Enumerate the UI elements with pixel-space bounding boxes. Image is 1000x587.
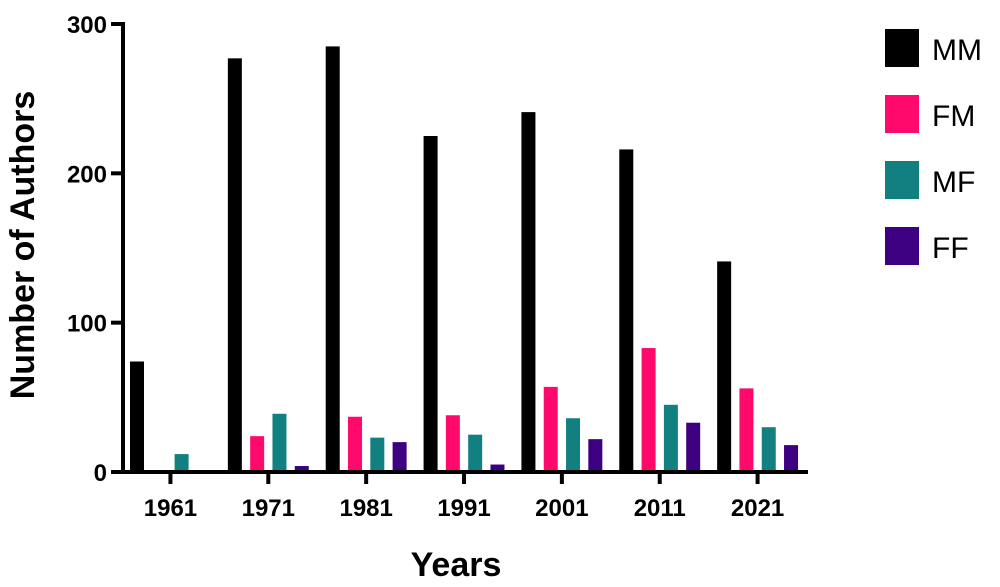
x-tick-label: 1991 — [437, 495, 490, 522]
legend-label-fm: FM — [932, 100, 975, 133]
bar-fm-1991 — [445, 415, 460, 472]
bar-ff-2001 — [588, 439, 603, 472]
legend-label-ff: FF — [932, 232, 969, 265]
bar-ff-1991 — [490, 464, 505, 472]
bar-fm-1981 — [348, 416, 363, 472]
y-tick-label: 200 — [67, 161, 107, 188]
bar-fm-2021 — [739, 388, 754, 472]
bar-mm-1981 — [325, 46, 340, 473]
bar-ff-1971 — [294, 466, 309, 472]
legend: MM FM MF FF — [885, 29, 982, 265]
bar-mm-1961 — [130, 361, 144, 472]
x-tick-label: 1981 — [339, 495, 392, 522]
legend-label-mm: MM — [932, 34, 982, 67]
y-axis-title: Number of Authors — [4, 91, 42, 400]
bar-mm-2021 — [717, 261, 732, 472]
bar-mf-1991 — [468, 434, 483, 472]
bar-ff-2021 — [784, 445, 799, 472]
y-axis-ticks: 0 100 200 300 — [67, 12, 123, 487]
legend-swatch-mm — [885, 29, 919, 67]
x-axis-title: Years — [411, 546, 502, 584]
bar-ff-1981 — [392, 442, 407, 472]
bar-mf-1971 — [272, 413, 287, 472]
legend-label-mf: MF — [932, 166, 975, 199]
bar-mm-1971 — [227, 58, 242, 472]
bar-mf-2021 — [761, 427, 776, 472]
bar-mf-1961 — [174, 454, 189, 472]
y-tick-label: 0 — [94, 460, 107, 487]
bar-mm-2011 — [619, 149, 634, 472]
bar-mf-2001 — [566, 418, 581, 472]
x-axis-ticks: 1961 1971 1981 1991 2001 2011 2021 — [144, 472, 784, 522]
legend-swatch-mf — [885, 161, 919, 199]
bar-fm-1971 — [250, 436, 265, 472]
x-tick-label: 2011 — [634, 495, 686, 522]
x-tick-label: 1961 — [144, 495, 197, 522]
legend-swatch-ff — [885, 227, 919, 265]
y-tick-label: 100 — [67, 311, 107, 338]
bar-mm-1991 — [423, 136, 438, 472]
bar-mm-2001 — [521, 112, 536, 473]
x-tick-label: 2021 — [731, 495, 784, 522]
x-tick-label: 2001 — [535, 495, 588, 522]
bar-mf-2011 — [663, 404, 678, 472]
bar-ff-2011 — [686, 422, 701, 472]
bars-group — [130, 46, 799, 473]
legend-swatch-fm — [885, 95, 919, 133]
y-tick-label: 300 — [67, 12, 107, 39]
x-tick-label: 1971 — [242, 495, 295, 522]
bar-fm-2001 — [543, 386, 558, 472]
bar-fm-2011 — [641, 348, 656, 472]
bar-mf-1981 — [370, 437, 385, 472]
